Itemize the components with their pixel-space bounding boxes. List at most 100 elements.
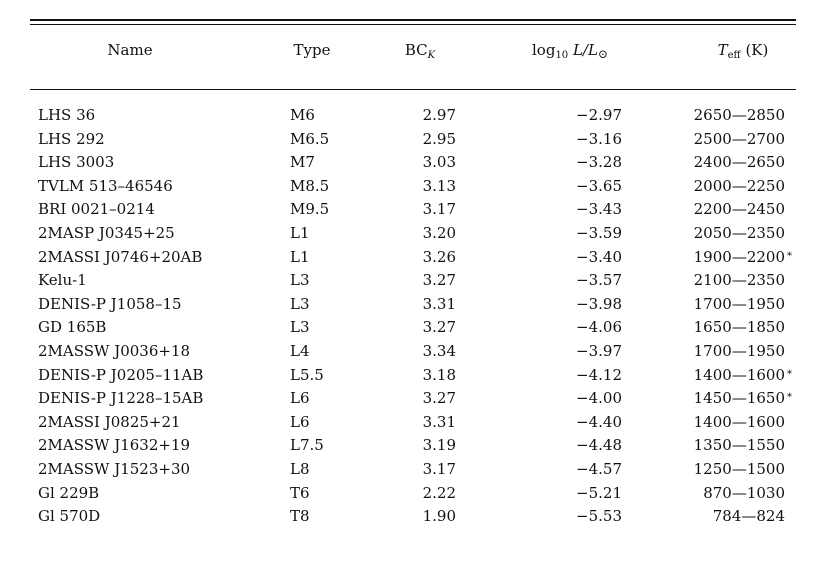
table-row: LHS 292 M6.5 2.95 −3.16 2500—2700: [0, 130, 826, 154]
table-row: GD 165B L3 3.27 −4.06 1650—1850: [0, 318, 826, 342]
table-row: 2MASP J0345+25 L1 3.20 −3.59 2050—2350: [0, 224, 826, 248]
teff-cell: 1650—1850: [693, 318, 785, 337]
bc-cell: 3.13: [422, 176, 456, 195]
luminosity-cell: −4.57: [576, 459, 622, 478]
name-cell: LHS 3003: [38, 153, 115, 172]
name-cell: Gl 570D: [38, 507, 101, 526]
bc-cell: 3.17: [422, 200, 456, 219]
bc-cell: 2.22: [422, 483, 456, 502]
type-cell: L3: [290, 271, 310, 290]
luminosity-cell: −4.48: [576, 436, 622, 455]
name-cell: DENIS-P J1228–15AB: [38, 389, 204, 408]
teff-cell: 1400—1600: [693, 365, 785, 384]
bc-cell: 3.27: [422, 389, 456, 408]
luminosity-cell: −5.21: [576, 483, 622, 502]
type-cell: L4: [290, 341, 310, 360]
bc-cell: 3.03: [422, 153, 456, 172]
type-cell: L1: [290, 223, 310, 242]
teff-cell: 2050—2350: [693, 223, 785, 242]
teff-cell: 2000—2250: [693, 176, 785, 195]
luminosity-cell: −3.97: [576, 341, 622, 360]
teff-cell: 2650—2850: [693, 106, 785, 124]
footnote-marker: *: [787, 368, 792, 380]
bc-cell: 3.31: [422, 412, 456, 431]
name-cell: 2MASSI J0825+21: [38, 412, 181, 431]
bc-cell: 2.95: [422, 129, 456, 148]
type-cell: L1: [290, 247, 310, 266]
teff-cell: 1250—1500: [693, 459, 785, 478]
table-row: 2MASSW J1523+30 L8 3.17 −4.57 1250—1500: [0, 460, 826, 484]
table-row: 2MASSI J0746+20AB L1 3.26 −3.40 1900—2200 *: [0, 248, 826, 272]
teff-cell: 1400—1600: [693, 412, 785, 431]
type-cell: M9.5: [290, 200, 330, 219]
bc-cell: 3.27: [422, 318, 456, 337]
bc-cell: 1.90: [422, 507, 456, 526]
luminosity-cell: −3.40: [576, 247, 622, 266]
type-cell: L3: [290, 318, 310, 337]
name-cell: TVLM 513–46546: [38, 176, 173, 195]
table-body: LHS 36 M6 2.97 −2.97 2650—2850 LHS 292 M6.5 2.9…: [0, 106, 826, 531]
bc-cell: 3.27: [422, 271, 456, 290]
luminosity-cell: −3.16: [576, 129, 622, 148]
type-cell: L3: [290, 294, 310, 313]
table-row: DENIS-P J1058–15 L3 3.31 −3.98 1700—1950: [0, 295, 826, 319]
table-row: DENIS-P J1228–15AB L6 3.27 −4.00 1450—1650 *: [0, 389, 826, 413]
column-header-teff: Teff (K): [717, 41, 769, 61]
table-top-rule: [30, 19, 796, 21]
teff-cell: 1900—2200: [693, 247, 785, 266]
table-row: LHS 3003 M7 3.03 −3.28 2400—2650: [0, 153, 826, 177]
luminosity-cell: −3.57: [576, 271, 622, 290]
column-header-bc: BCK: [404, 41, 436, 61]
luminosity-cell: −2.97: [576, 106, 622, 124]
name-cell: DENIS-P J0205–11AB: [38, 365, 204, 384]
luminosity-cell: −5.53: [576, 507, 622, 526]
name-cell: 2MASSW J1523+30: [38, 459, 191, 478]
teff-cell: 2200—2450: [693, 200, 785, 219]
teff-cell: 870—1030: [703, 483, 785, 502]
type-cell: M7: [290, 153, 315, 172]
bc-cell: 3.20: [422, 223, 456, 242]
teff-cell: 1700—1950: [693, 341, 785, 360]
name-cell: LHS 36: [38, 106, 96, 124]
table-row: DENIS-P J0205–11AB L5.5 3.18 −4.12 1400—1600…: [0, 366, 826, 390]
table-row: LHS 36 M6 2.97 −2.97 2650—2850: [0, 106, 826, 130]
luminosity-cell: −3.98: [576, 294, 622, 313]
name-cell: 2MASP J0345+25: [38, 223, 175, 242]
teff-cell: 2500—2700: [693, 129, 785, 148]
luminosity-cell: −3.43: [576, 200, 622, 219]
column-header-type: Type: [293, 41, 331, 59]
table-top-rule-secondary: [30, 24, 796, 25]
bc-cell: 3.34: [422, 341, 456, 360]
teff-cell: 1700—1950: [693, 294, 785, 313]
type-cell: T6: [290, 483, 310, 502]
bc-cell: 3.19: [422, 436, 456, 455]
name-cell: 2MASSW J0036+18: [38, 341, 191, 360]
column-header-name: Name: [107, 41, 153, 59]
luminosity-cell: −4.12: [576, 365, 622, 384]
type-cell: T8: [290, 507, 310, 526]
name-cell: 2MASSW J1632+19: [38, 436, 191, 455]
name-cell: Gl 229B: [38, 483, 100, 502]
table-row: BRI 0021–0214 M9.5 3.17 −3.43 2200—2450: [0, 200, 826, 224]
teff-cell: 1450—1650: [693, 389, 785, 408]
type-cell: M8.5: [290, 176, 330, 195]
bc-cell: 3.31: [422, 294, 456, 313]
table-row: TVLM 513–46546 M8.5 3.13 −3.65 2000—2250: [0, 177, 826, 201]
type-cell: L8: [290, 459, 310, 478]
teff-cell: 2100—2350: [693, 271, 785, 290]
bc-cell: 3.26: [422, 247, 456, 266]
name-cell: BRI 0021–0214: [38, 200, 155, 219]
type-cell: L6: [290, 412, 310, 431]
bc-cell: 3.17: [422, 459, 456, 478]
bc-cell: 3.18: [422, 365, 456, 384]
teff-cell: 1350—1550: [693, 436, 785, 455]
luminosity-cell: −3.65: [576, 176, 622, 195]
type-cell: L7.5: [290, 436, 324, 455]
table-row: 2MASSI J0825+21 L6 3.31 −4.40 1400—1600: [0, 413, 826, 437]
footnote-marker: *: [787, 250, 792, 262]
table-row: Kelu-1 L3 3.27 −3.57 2100—2350: [0, 271, 826, 295]
name-cell: 2MASSI J0746+20AB: [38, 247, 203, 266]
luminosity-cell: −3.59: [576, 223, 622, 242]
luminosity-cell: −4.00: [576, 389, 622, 408]
type-cell: L5.5: [290, 365, 324, 384]
